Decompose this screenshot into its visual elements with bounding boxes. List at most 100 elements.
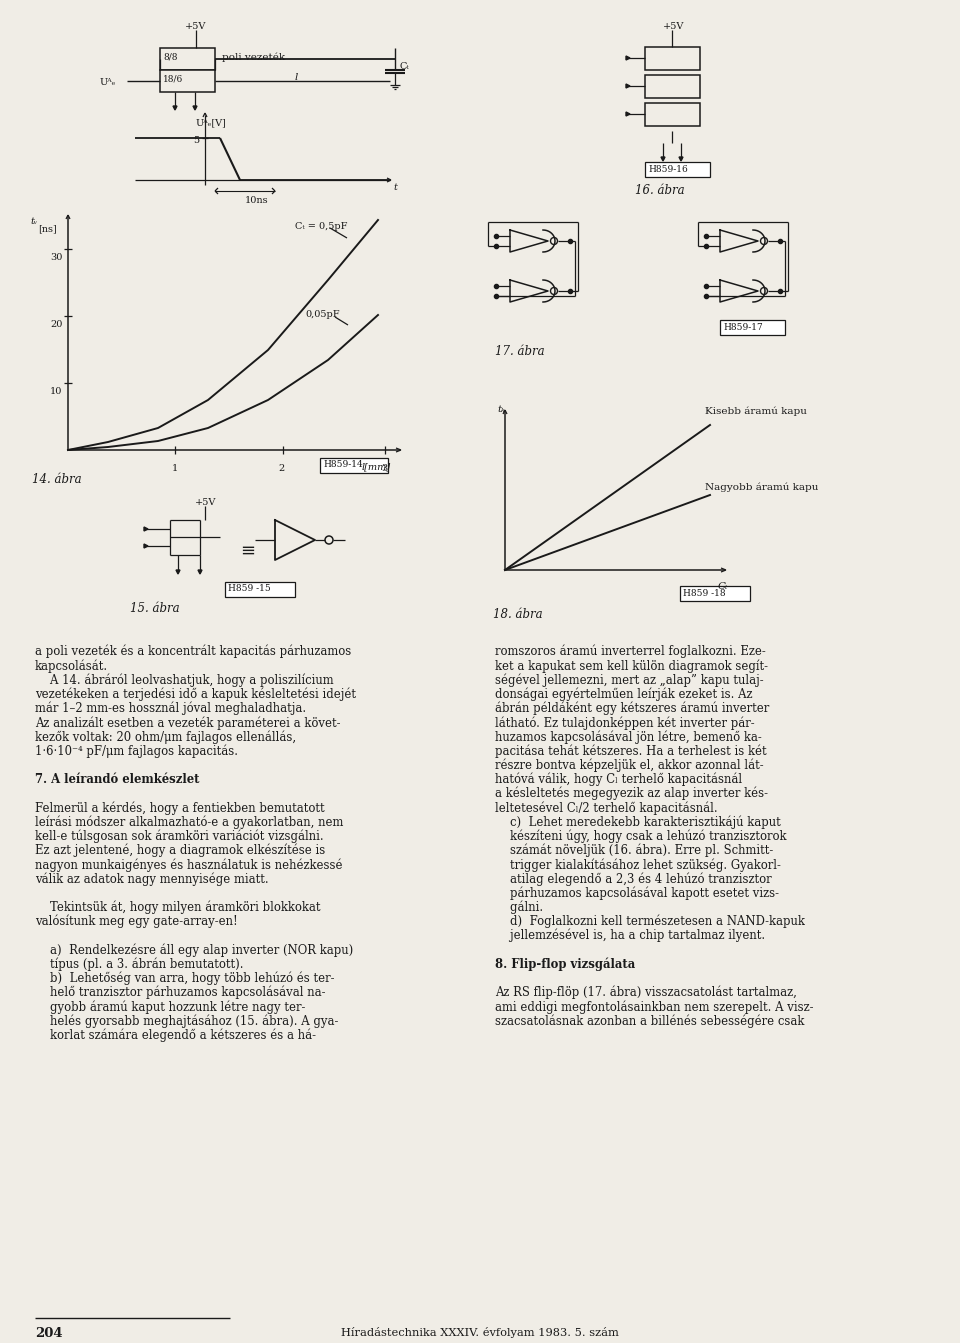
Text: Híradástechnika XXXIV. évfolyam 1983. 5. szám: Híradástechnika XXXIV. évfolyam 1983. 5.…	[341, 1327, 619, 1338]
Polygon shape	[193, 106, 197, 110]
Polygon shape	[144, 544, 148, 548]
Text: l[mm]: l[mm]	[362, 462, 391, 471]
Text: 3: 3	[381, 463, 387, 473]
Bar	[160, 48, 215, 70]
Text: 10: 10	[50, 387, 62, 396]
Bar	[320, 458, 388, 473]
Text: +5V: +5V	[663, 21, 684, 31]
Text: Kisebb áramú kapu: Kisebb áramú kapu	[705, 407, 806, 416]
Text: vezetékeken a terjedési idő a kapuk késleltetési idejét: vezetékeken a terjedési idő a kapuk késl…	[35, 688, 356, 701]
Text: H859 -15: H859 -15	[228, 584, 271, 594]
Text: d)  Foglalkozni kell természetesen a NAND-kapuk: d) Foglalkozni kell természetesen a NAND…	[495, 915, 804, 928]
Text: szacsatolásnak azonban a billénés sebességére csak: szacsatolásnak azonban a billénés sebess…	[495, 1014, 804, 1027]
Polygon shape	[679, 157, 683, 161]
Text: 1: 1	[171, 463, 178, 473]
Text: 16. ábra: 16. ábra	[635, 184, 684, 197]
Text: Cₜ: Cₜ	[400, 62, 410, 71]
Text: A 14. ábráról leolvashatjuk, hogy a poliszilícium: A 14. ábráról leolvashatjuk, hogy a poli…	[35, 673, 334, 686]
Text: Tekintsük át, hogy milyen áramköri blokkokat: Tekintsük át, hogy milyen áramköri blokk…	[35, 901, 321, 915]
Text: 0,05pF: 0,05pF	[305, 310, 340, 320]
Text: 20: 20	[50, 320, 62, 329]
Text: 5: 5	[193, 136, 199, 145]
Text: helés gyorsabb meghajtásához (15. ábra). A gya-: helés gyorsabb meghajtásához (15. ábra).…	[35, 1014, 338, 1027]
Polygon shape	[626, 56, 630, 60]
Text: [ns]: [ns]	[38, 224, 57, 232]
Text: 10ns: 10ns	[245, 196, 269, 205]
Text: +5V: +5V	[185, 21, 206, 31]
Bar	[645, 75, 700, 98]
Text: korlat számára elegendő a kétszeres és a há-: korlat számára elegendő a kétszeres és a…	[35, 1029, 316, 1042]
Text: számát növeljük (16. ábra). Erre pl. Schmitt-: számát növeljük (16. ábra). Erre pl. Sch…	[495, 843, 773, 857]
Text: valósítunk meg egy gate-array-en!: valósítunk meg egy gate-array-en!	[35, 915, 238, 928]
Text: készíteni úgy, hogy csak a lehúzó tranzisztorok: készíteni úgy, hogy csak a lehúzó tranzi…	[495, 830, 786, 843]
Text: donságai egyértelműen leírják ezeket is. Az: donságai egyértelműen leírják ezeket is.…	[495, 688, 753, 701]
Text: 8. Flip-flop vizsgálata: 8. Flip-flop vizsgálata	[495, 958, 636, 971]
Polygon shape	[198, 569, 202, 573]
Text: l: l	[295, 73, 299, 82]
Text: párhuzamos kapcsolásával kapott esetet vizs-: párhuzamos kapcsolásával kapott esetet v…	[495, 886, 779, 900]
Text: 7. A leírandó elemkészlet: 7. A leírandó elemkészlet	[35, 772, 200, 786]
Polygon shape	[144, 526, 148, 530]
Text: Az analizált esetben a vezeték paraméterei a követ-: Az analizált esetben a vezeték paraméter…	[35, 716, 341, 729]
Bar	[680, 586, 750, 602]
Text: 17. ábra: 17. ábra	[495, 345, 544, 359]
Text: Ez azt jelentené, hogy a diagramok elkészítése is: Ez azt jelentené, hogy a diagramok elkés…	[35, 843, 325, 857]
Text: kell-e túlsgosan sok áramköri variációt vizsgálni.: kell-e túlsgosan sok áramköri variációt …	[35, 830, 324, 843]
Text: látható. Ez tulajdonképpen két inverter pár-: látható. Ez tulajdonképpen két inverter …	[495, 716, 755, 729]
Bar	[645, 103, 700, 126]
Text: tₖ: tₖ	[497, 406, 505, 414]
Text: ábrán példáként egy kétszeres áramú inverter: ábrán példáként egy kétszeres áramú inve…	[495, 702, 769, 716]
Text: H859-17: H859-17	[723, 324, 763, 332]
Text: a poli vezeték és a koncentrált kapacitás párhuzamos: a poli vezeték és a koncentrált kapacitá…	[35, 645, 351, 658]
Text: nagyon munkaigényes és használatuk is nehézkessé: nagyon munkaigényes és használatuk is ne…	[35, 858, 343, 872]
Text: leltetesével Cₗ/2 terhelő kapacitásnál.: leltetesével Cₗ/2 terhelő kapacitásnál.	[495, 802, 718, 815]
Polygon shape	[661, 157, 665, 161]
Text: +5V: +5V	[195, 498, 216, 508]
Text: 18. ábra: 18. ábra	[493, 608, 542, 620]
Bar	[225, 582, 295, 598]
Bar	[160, 70, 215, 93]
Polygon shape	[626, 111, 630, 115]
Polygon shape	[626, 85, 630, 89]
Text: részre bontva képzeljük el, akkor azonnal lát-: részre bontva képzeljük el, akkor azonna…	[495, 759, 763, 772]
Text: t: t	[393, 183, 396, 192]
Text: 14. ábra: 14. ábra	[32, 473, 82, 486]
Text: 204: 204	[35, 1327, 62, 1340]
Text: helő tranzisztor párhuzamos kapcsolásával na-: helő tranzisztor párhuzamos kapcsolásáva…	[35, 986, 325, 999]
Text: Felmerül a kérdés, hogy a fentiekben bemutatott: Felmerül a kérdés, hogy a fentiekben bem…	[35, 802, 324, 815]
Text: jellemzésével is, ha a chip tartalmaz ilyent.: jellemzésével is, ha a chip tartalmaz il…	[495, 929, 765, 943]
Text: gyobb áramú kaput hozzunk létre nagy ter-: gyobb áramú kaput hozzunk létre nagy ter…	[35, 1001, 305, 1014]
Bar	[645, 47, 700, 70]
Text: ket a kapukat sem kell külön diagramok segít-: ket a kapukat sem kell külön diagramok s…	[495, 659, 768, 673]
Text: Az RS flip-flöp (17. ábra) visszacsatolást tartalmaz,: Az RS flip-flöp (17. ábra) visszacsatolá…	[495, 986, 797, 999]
Text: pacitása tehát kétszeres. Ha a terhelest is két: pacitása tehát kétszeres. Ha a terhelest…	[495, 744, 767, 757]
Text: gálni.: gálni.	[495, 901, 543, 915]
Text: Cₜ = 0,5pF: Cₜ = 0,5pF	[295, 222, 348, 231]
Text: válik az adatok nagy mennyisége miatt.: válik az adatok nagy mennyisége miatt.	[35, 872, 269, 885]
Polygon shape	[173, 106, 177, 110]
Bar	[720, 320, 785, 334]
Text: b)  Lehetőség van arra, hogy több lehúzó és ter-: b) Lehetőség van arra, hogy több lehúzó …	[35, 971, 334, 986]
Text: Uᴬₑ: Uᴬₑ	[100, 78, 116, 87]
Polygon shape	[176, 569, 180, 573]
Text: H859 -18: H859 -18	[683, 590, 726, 598]
Text: H859-16: H859-16	[648, 165, 687, 175]
Text: kezők voltak: 20 ohm/μm fajlagos ellenállás,: kezők voltak: 20 ohm/μm fajlagos ellenál…	[35, 731, 296, 744]
Text: atilag elegendő a 2,3 és 4 lehúzó tranzisztor: atilag elegendő a 2,3 és 4 lehúzó tranzi…	[495, 872, 772, 885]
Text: huzamos kapcsolásával jön létre, bemenő ka-: huzamos kapcsolásával jön létre, bemenő …	[495, 731, 761, 744]
Text: H859-14: H859-14	[323, 461, 363, 469]
Text: 15. ábra: 15. ábra	[130, 602, 180, 615]
Text: ≡: ≡	[240, 543, 255, 560]
Text: már 1–2 mm-es hossznál jóval meghaladhatja.: már 1–2 mm-es hossznál jóval meghaladhat…	[35, 702, 306, 716]
Text: 2: 2	[278, 463, 285, 473]
Text: 18/6: 18/6	[163, 75, 183, 85]
Text: Nagyobb áramú kapu: Nagyobb áramú kapu	[705, 483, 818, 493]
Text: 30: 30	[50, 252, 62, 262]
Text: típus (pl. a 3. ábrán bemutatott).: típus (pl. a 3. ábrán bemutatott).	[35, 958, 244, 971]
Text: trigger kialakításához lehet szükség. Gyakorl-: trigger kialakításához lehet szükség. Gy…	[495, 858, 780, 872]
Bar	[645, 163, 710, 177]
Text: a késleltetés megegyezik az alap inverter kés-: a késleltetés megegyezik az alap inverte…	[495, 787, 768, 800]
Text: c)  Lehet meredekebb karakterisztikájú kaput: c) Lehet meredekebb karakterisztikájú ka…	[495, 815, 780, 829]
Text: ami eddigi megfontolásainkban nem szerepelt. A visz-: ami eddigi megfontolásainkban nem szerep…	[495, 1001, 813, 1014]
Text: kapcsolását.: kapcsolását.	[35, 659, 108, 673]
